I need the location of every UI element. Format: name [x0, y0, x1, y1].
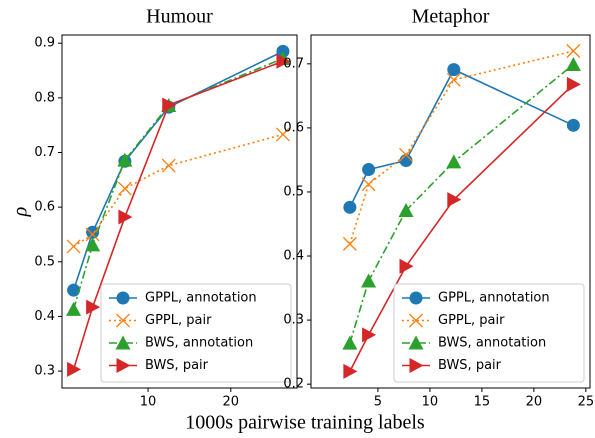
- marker: [275, 127, 290, 142]
- y-tick-label: 0.7: [34, 145, 55, 160]
- y-tick-label: 0.8: [34, 90, 55, 105]
- panel-title: Humour: [146, 6, 213, 28]
- axes-frame: [61, 34, 298, 389]
- series-line: [349, 68, 574, 208]
- y-tick-label: 0.5: [283, 184, 304, 199]
- marker: [566, 118, 580, 132]
- axes-frame: [310, 34, 591, 389]
- legend-marker: [409, 291, 423, 305]
- legend-marker: [115, 335, 131, 350]
- y-axis-label: ρ: [10, 207, 32, 218]
- marker: [446, 72, 461, 87]
- x-tick-label: 20: [526, 395, 543, 410]
- panel-title: Metaphor: [412, 6, 490, 28]
- series-line: [72, 50, 284, 291]
- marker: [118, 209, 133, 225]
- series-line: [72, 57, 284, 310]
- legend-marker: [408, 335, 424, 350]
- marker: [85, 227, 100, 242]
- x-axis-label: 1000s pairwise training labels: [185, 412, 425, 434]
- marker: [361, 177, 376, 192]
- y-tick-label: 0.7: [283, 56, 304, 71]
- marker: [342, 236, 357, 251]
- series-line: [349, 50, 574, 245]
- legend-marker: [116, 358, 131, 373]
- legend-box: [100, 283, 292, 383]
- y-tick-label: 0.6: [283, 120, 304, 135]
- marker: [86, 299, 101, 315]
- marker: [342, 335, 358, 350]
- legend-marker: [116, 313, 130, 328]
- x-tick-label: 20: [223, 395, 240, 410]
- marker: [398, 203, 414, 218]
- y-tick-label: 0.4: [283, 249, 304, 264]
- marker: [399, 147, 413, 162]
- legend-label: BWS, pair: [438, 358, 502, 373]
- marker: [362, 327, 377, 343]
- marker: [362, 163, 376, 177]
- marker: [361, 273, 377, 288]
- y-tick-label: 0.3: [283, 313, 304, 328]
- y-tick-label: 0.3: [34, 364, 55, 379]
- x-tick-label: 5: [374, 395, 382, 410]
- series-line: [73, 133, 284, 248]
- y-tick-label: 0.6: [34, 200, 55, 215]
- marker: [276, 53, 291, 69]
- legend-label: GPPL, annotation: [438, 291, 550, 306]
- marker: [86, 225, 100, 239]
- legend-box: [393, 283, 585, 383]
- y-tick-label: 0.2: [283, 377, 304, 392]
- marker: [117, 152, 133, 167]
- marker: [447, 63, 461, 77]
- marker: [447, 192, 462, 208]
- legend-marker: [409, 313, 423, 328]
- x-tick-label: 15: [474, 395, 491, 410]
- legend-label: BWS, pair: [145, 358, 209, 373]
- y-tick-label: 0.5: [34, 254, 55, 269]
- marker: [85, 237, 101, 252]
- marker: [162, 97, 177, 113]
- marker: [67, 361, 82, 377]
- legend-label: GPPL, pair: [145, 313, 212, 328]
- legend-label: GPPL, pair: [438, 313, 505, 328]
- legend-label: BWS, annotation: [438, 336, 546, 351]
- marker: [67, 283, 81, 297]
- y-tick-label: 0.4: [34, 309, 55, 324]
- marker: [343, 363, 358, 379]
- marker: [399, 258, 414, 274]
- x-tick-label: 25: [578, 395, 595, 410]
- marker: [161, 158, 176, 173]
- marker: [343, 200, 357, 214]
- marker: [66, 301, 82, 316]
- marker: [566, 76, 581, 92]
- y-tick-label: 0.9: [34, 36, 55, 51]
- x-tick-label: 10: [140, 395, 157, 410]
- x-tick-label: 10: [422, 395, 439, 410]
- legend-label: BWS, annotation: [145, 336, 253, 351]
- marker: [565, 56, 581, 71]
- legend-label: GPPL, annotation: [145, 291, 257, 306]
- marker: [566, 44, 581, 58]
- legend-marker: [409, 358, 424, 373]
- marker: [399, 154, 413, 168]
- marker: [117, 181, 132, 196]
- marker: [446, 154, 462, 169]
- legend-marker: [116, 291, 130, 305]
- marker: [66, 239, 81, 254]
